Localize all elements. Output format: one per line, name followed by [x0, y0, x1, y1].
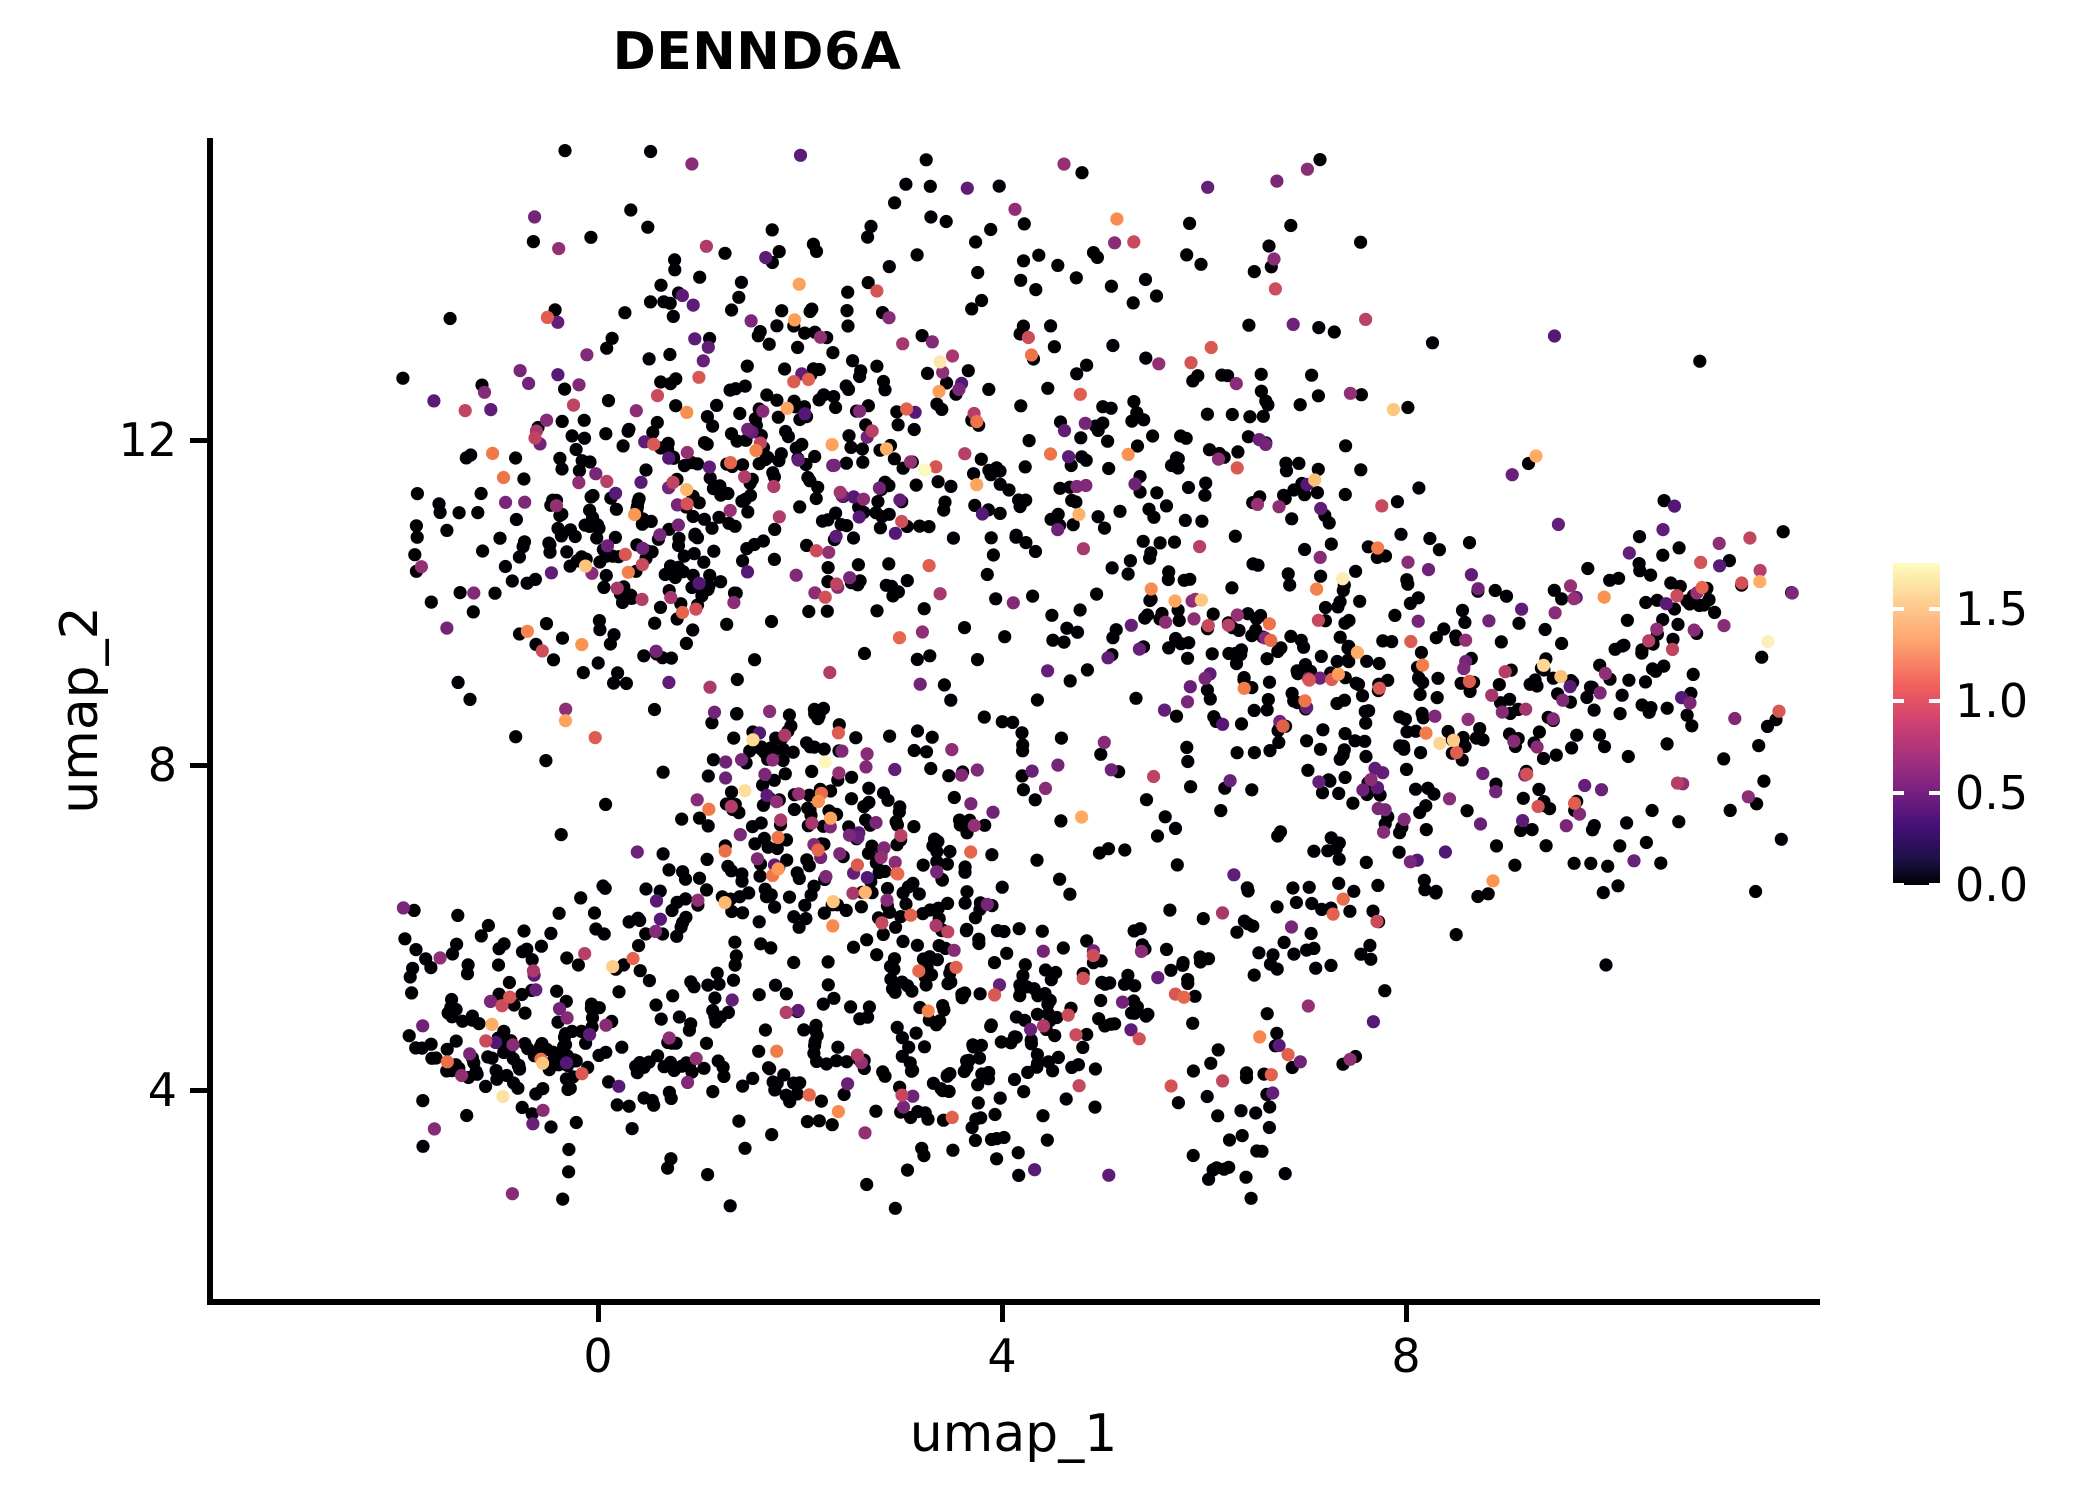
x-tick-label: 8 [1391, 1329, 1421, 1383]
plot-axes [207, 138, 1820, 1305]
x-axis-spine [207, 1299, 1820, 1305]
colorbar-tick-mark [1929, 791, 1940, 795]
x-tick-mark [1404, 1305, 1409, 1322]
y-tick-label: 8 [147, 738, 177, 792]
colorbar-tick-mark [1929, 883, 1940, 887]
colorbar-tick-mark [1893, 883, 1904, 887]
y-tick-label: 12 [118, 413, 177, 467]
x-axis-label: umap_1 [909, 1404, 1118, 1464]
colorbar-tick-label: 1.5 [1955, 582, 2029, 636]
y-tick-label: 4 [147, 1063, 177, 1117]
x-tick-mark [596, 1305, 601, 1322]
y-tick-mark [190, 1088, 207, 1093]
colorbar-tick-label: 0.5 [1955, 766, 2029, 820]
x-tick-label: 4 [987, 1329, 1017, 1383]
colorbar-tick-label: 0.0 [1955, 858, 2029, 912]
scatter-plot-area[interactable] [207, 138, 1820, 1305]
colorbar-tick-mark [1929, 607, 1940, 611]
x-tick-label: 0 [583, 1329, 613, 1383]
y-axis-spine [207, 138, 213, 1305]
colorbar-tick-mark [1929, 699, 1940, 703]
colorbar-gradient [1893, 563, 1940, 885]
colorbar-tick-mark [1893, 791, 1904, 795]
colorbar-tick-mark [1893, 607, 1904, 611]
colorbar-tick-label: 1.0 [1955, 674, 2029, 728]
colorbar[interactable]: 0.0 0.5 1.0 1.5 [1893, 563, 2093, 912]
y-tick-mark [190, 763, 207, 768]
x-tick-mark [1000, 1305, 1005, 1322]
colorbar-tick-mark [1893, 699, 1904, 703]
y-axis-label: umap_2 [50, 606, 110, 814]
page-title: DENND6A [612, 22, 902, 82]
y-tick-mark [190, 438, 207, 443]
